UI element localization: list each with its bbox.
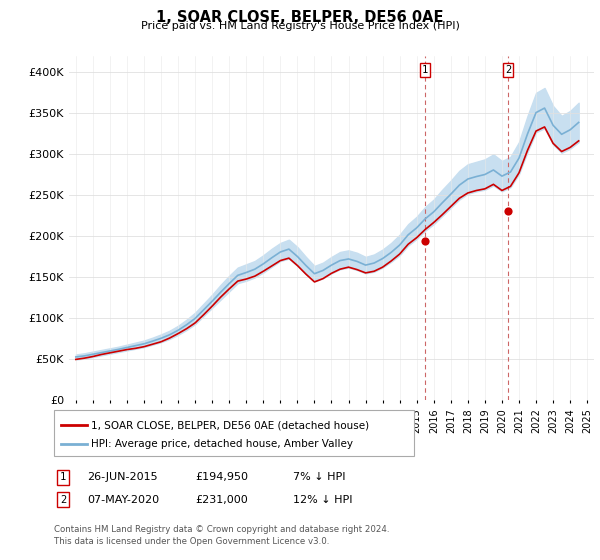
Text: 07-MAY-2020: 07-MAY-2020: [87, 494, 159, 505]
Text: HPI: Average price, detached house, Amber Valley: HPI: Average price, detached house, Ambe…: [91, 438, 353, 449]
Text: 2: 2: [505, 64, 511, 74]
Text: 1: 1: [60, 472, 66, 482]
Text: 7% ↓ HPI: 7% ↓ HPI: [293, 472, 346, 482]
Text: 2: 2: [60, 494, 66, 505]
Text: 1, SOAR CLOSE, BELPER, DE56 0AE (detached house): 1, SOAR CLOSE, BELPER, DE56 0AE (detache…: [91, 420, 370, 430]
Text: 1: 1: [422, 64, 428, 74]
Text: £194,950: £194,950: [195, 472, 248, 482]
Text: 12% ↓ HPI: 12% ↓ HPI: [293, 494, 352, 505]
Point: [503, 207, 513, 216]
Text: Contains HM Land Registry data © Crown copyright and database right 2024.
This d: Contains HM Land Registry data © Crown c…: [54, 525, 389, 546]
Text: 26-JUN-2015: 26-JUN-2015: [87, 472, 158, 482]
Text: 1, SOAR CLOSE, BELPER, DE56 0AE: 1, SOAR CLOSE, BELPER, DE56 0AE: [156, 10, 444, 25]
Text: Price paid vs. HM Land Registry's House Price Index (HPI): Price paid vs. HM Land Registry's House …: [140, 21, 460, 31]
Text: £231,000: £231,000: [195, 494, 248, 505]
Point: [420, 236, 430, 245]
